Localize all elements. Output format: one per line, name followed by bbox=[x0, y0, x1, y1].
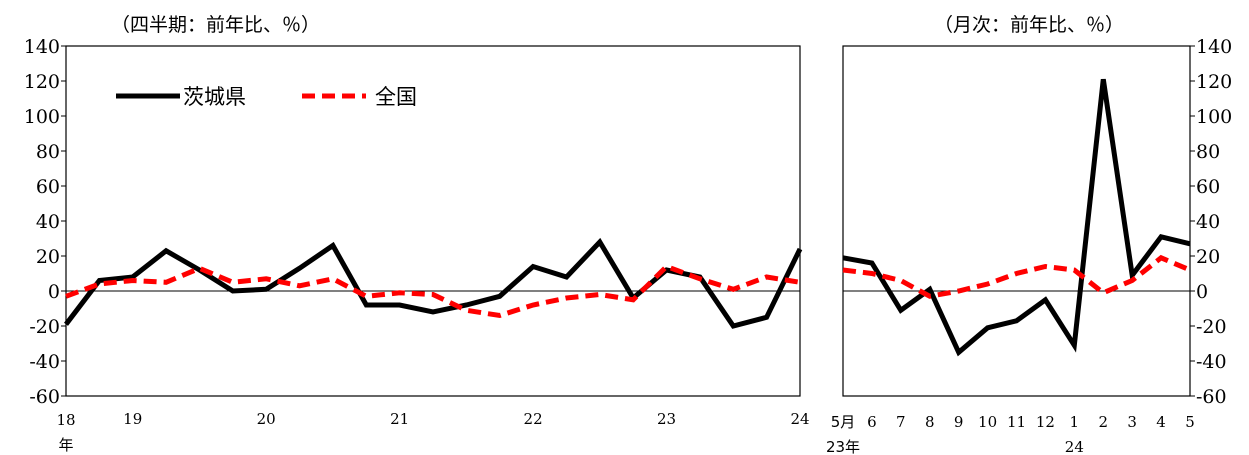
x-tick-label: 5 bbox=[1185, 413, 1195, 431]
y-tick-label: 60 bbox=[36, 176, 60, 198]
x-year-label: 24 bbox=[1065, 438, 1084, 455]
x-tick-label: 6 bbox=[867, 413, 877, 431]
x-tick-label: 4 bbox=[1156, 413, 1166, 431]
x-tick-label: 11 bbox=[1007, 413, 1026, 431]
right-y-axis: -60 -40 -20 0 20 40 60 80 100 120 140 bbox=[843, 36, 1232, 408]
y-tick-label: -40 bbox=[29, 351, 60, 373]
x-tick-label: 7 bbox=[896, 413, 906, 431]
y-tick-label: -40 bbox=[1196, 351, 1227, 373]
legend: 茨城県 全国 bbox=[116, 85, 417, 109]
x-tick-label: 3 bbox=[1127, 413, 1137, 431]
x-tick-label: 9 bbox=[954, 413, 964, 431]
series-line-ibaraki bbox=[842, 78, 1191, 357]
left-chart-title: （四半期：前年比、％） bbox=[111, 14, 320, 36]
x-year-label: 23年 bbox=[826, 438, 860, 455]
x-tick-label: 12 bbox=[1036, 413, 1055, 431]
series-line-national bbox=[65, 263, 801, 319]
y-tick-label: -20 bbox=[1196, 316, 1227, 338]
x-tick-label: 5月 bbox=[831, 413, 856, 431]
x-tick-label: 8 bbox=[925, 413, 935, 431]
y-tick-label: 100 bbox=[24, 106, 60, 128]
x-tick-label: 10 bbox=[978, 413, 997, 431]
y-tick-label: 20 bbox=[1196, 246, 1220, 268]
right-chart-title: （月次：前年比、％） bbox=[934, 14, 1124, 36]
left-y-axis: -60 -40 -20 0 20 40 60 80 100 120 140 bbox=[24, 36, 800, 408]
right-plot-lines bbox=[842, 78, 1191, 357]
x-tick-label: 22 bbox=[524, 410, 543, 428]
x-year-suffix: 年 bbox=[58, 436, 73, 454]
x-tick-label: 20 bbox=[257, 410, 276, 428]
y-tick-label: 0 bbox=[48, 281, 60, 303]
y-tick-label: -60 bbox=[1196, 386, 1227, 408]
y-tick-label: -60 bbox=[29, 386, 60, 408]
left-plot-lines bbox=[64, 237, 803, 329]
y-tick-label: 140 bbox=[24, 36, 60, 58]
y-tick-label: 0 bbox=[1196, 281, 1208, 303]
series-line-ibaraki bbox=[64, 237, 803, 329]
x-tick-label: 19 bbox=[123, 410, 142, 428]
y-tick-label: 40 bbox=[1196, 211, 1220, 233]
x-tick-label: 23 bbox=[657, 410, 676, 428]
y-tick-label: 80 bbox=[36, 141, 60, 163]
x-tick-label: 2 bbox=[1098, 413, 1108, 431]
y-tick-label: -20 bbox=[29, 316, 60, 338]
y-tick-label: 140 bbox=[1196, 36, 1232, 58]
y-tick-label: 40 bbox=[36, 211, 60, 233]
y-tick-label: 100 bbox=[1196, 106, 1232, 128]
legend-label-national: 全国 bbox=[375, 85, 417, 109]
y-tick-label: 120 bbox=[1196, 71, 1232, 93]
y-tick-label: 120 bbox=[24, 71, 60, 93]
x-tick-label: 24 bbox=[790, 410, 809, 428]
x-tick-label: 21 bbox=[390, 410, 409, 428]
series-line-national bbox=[842, 254, 1191, 299]
y-tick-label: 80 bbox=[1196, 141, 1220, 163]
y-tick-label: 20 bbox=[36, 246, 60, 268]
left-x-axis: 18 年 19 20 21 22 23 24 bbox=[56, 410, 809, 454]
right-plot-frame bbox=[842, 45, 1191, 397]
x-tick-label: 18 bbox=[56, 411, 75, 429]
legend-label-ibaraki: 茨城県 bbox=[183, 85, 246, 109]
y-tick-label: 60 bbox=[1196, 176, 1220, 198]
x-tick-label: 1 bbox=[1070, 413, 1080, 431]
